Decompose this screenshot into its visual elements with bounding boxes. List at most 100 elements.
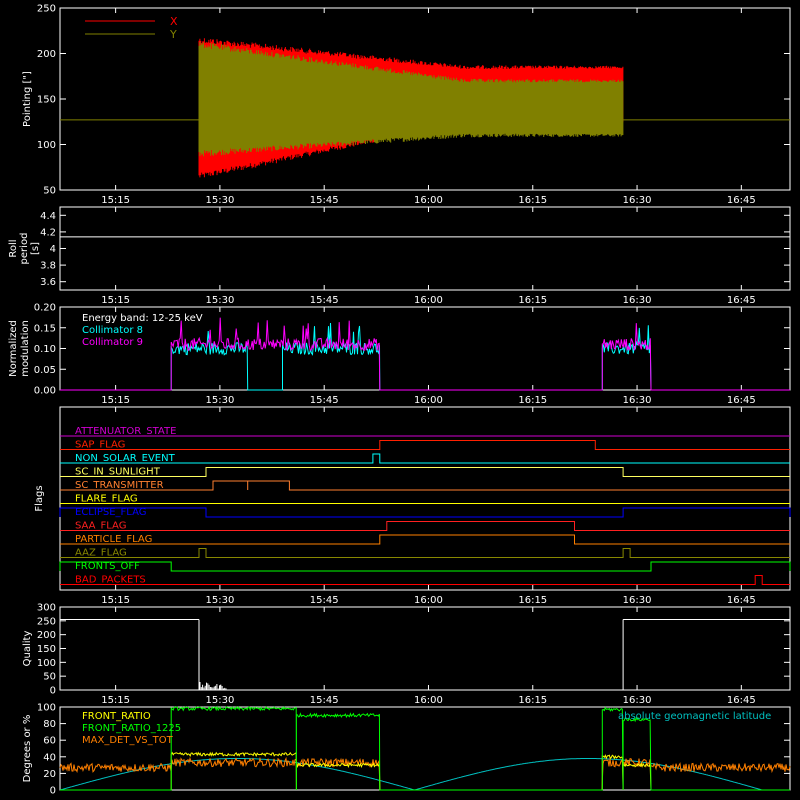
x-tick-label: 15:45 <box>310 595 339 606</box>
panel-frame-4 <box>59 406 791 591</box>
flag-label-aaz_flag: AAZ_FLAG <box>75 548 127 559</box>
flag-label-fronts_off: FRONTS_OFF <box>75 561 140 572</box>
y-tick-label: 4.2 <box>40 227 56 238</box>
flag-line-eclipse_flag <box>59 507 791 518</box>
x-tick-label: 15:15 <box>101 595 130 606</box>
y-tick-label: 100 <box>37 140 56 151</box>
series-line-y <box>198 42 624 157</box>
flag-label-sc_in_sunlight: SC_IN_SUNLIGHT <box>75 467 161 478</box>
flag-line-sap_flag <box>60 440 790 450</box>
flag-label-flare_flag: FLARE_FLAG <box>75 494 138 505</box>
flag-line-saa_flag <box>60 521 790 531</box>
y-axis-label-quality: Quality <box>22 631 33 667</box>
flag-label-attenuator_state: ATTENUATOR_STATE <box>75 426 176 437</box>
y-tick-label: 100 <box>37 703 56 714</box>
flag-line-fronts_off <box>59 561 791 572</box>
quality-line <box>60 619 790 690</box>
x-tick-label: 15:45 <box>310 695 339 706</box>
y-axis-label-modulation-1: Normalized <box>8 320 19 377</box>
legend-label-max-det-vs-tot: MAX_DET_VS_TOT <box>82 735 174 746</box>
y-tick-label: 50 <box>43 672 56 683</box>
flag-label-bad_packets: BAD_PACKETS <box>75 575 146 586</box>
x-tick-label: 15:45 <box>310 295 339 306</box>
y-tick-label: 100 <box>37 658 56 669</box>
y-tick-label: 0.10 <box>34 344 56 355</box>
annotation-energy-band: Energy band: 12-25 keV <box>82 313 203 324</box>
y-tick-label: 150 <box>37 95 56 106</box>
y-tick-label: 300 <box>37 603 56 614</box>
x-tick-label: 16:30 <box>623 295 652 306</box>
y-axis-label-pointing: Pointing ["] <box>22 71 33 127</box>
y-tick-label: 20 <box>43 769 56 780</box>
quality-spikes <box>199 682 227 690</box>
x-tick-label: 16:30 <box>623 595 652 606</box>
legend-label-collimator-8: Collimator 8 <box>82 325 143 336</box>
legend-label-front-ratio-1225: FRONT_RATIO_1225 <box>82 723 181 734</box>
legend-label-geomagnetic-latitude: absolute geomagnetic latitude <box>618 711 771 722</box>
x-tick-label: 16:00 <box>414 295 443 306</box>
x-tick-label: 16:00 <box>414 195 443 206</box>
x-tick-label: 16:45 <box>727 295 756 306</box>
x-tick-label: 15:30 <box>205 295 234 306</box>
y-tick-label: 200 <box>37 630 56 641</box>
flag-line-particle_flag <box>60 534 790 545</box>
y-tick-label: 3.6 <box>40 277 56 288</box>
flag-line-bad_packets <box>60 575 790 585</box>
y-axis-label-roll: Roll <box>8 239 19 257</box>
flag-line-non_solar_event <box>60 453 790 464</box>
flag-label-sc_transmitter: SC_TRANSMITTER <box>75 480 164 491</box>
flag-line-sc_transmitter <box>60 480 790 491</box>
x-tick-label: 16:45 <box>727 595 756 606</box>
series-line-collimator-9 <box>60 317 790 391</box>
y-tick-label: 4.4 <box>40 211 56 222</box>
y-tick-label: 0.20 <box>34 303 56 314</box>
series-line-front-ratio-1225 <box>60 705 790 791</box>
x-tick-label: 16:00 <box>414 595 443 606</box>
x-tick-label: 16:00 <box>414 695 443 706</box>
series-line-max-det-vs-tot <box>59 756 791 791</box>
y-tick-label: 150 <box>37 644 56 655</box>
x-tick-label: 15:30 <box>205 195 234 206</box>
y-tick-label: 0 <box>50 786 56 797</box>
series-line-front-ratio <box>60 751 790 791</box>
x-tick-label: 16:15 <box>518 395 547 406</box>
x-tick-label: 16:15 <box>518 695 547 706</box>
series-line-geomagnetic-latitude <box>59 758 790 791</box>
x-tick-label: 15:15 <box>101 695 130 706</box>
flag-label-particle_flag: PARTICLE_FLAG <box>75 534 152 545</box>
y-tick-label: 250 <box>37 616 56 627</box>
legend-label-x: X <box>170 15 178 28</box>
flag-line-sc_in_sunlight <box>60 467 790 477</box>
y-tick-label: 4 <box>50 244 56 255</box>
y-tick-label: 200 <box>37 49 56 60</box>
x-tick-label: 15:30 <box>205 595 234 606</box>
flag-label-eclipse_flag: ECLIPSE_FLAG <box>75 507 146 518</box>
y-tick-label: 40 <box>43 752 56 763</box>
y-tick-label: 3.8 <box>40 261 56 272</box>
y-axis-label-flags: Flags <box>34 485 45 511</box>
x-tick-label: 15:30 <box>205 695 234 706</box>
x-tick-label: 15:15 <box>101 295 130 306</box>
y-tick-label: 0.15 <box>34 323 56 334</box>
y-axis-label-roll: period <box>19 233 30 265</box>
flag-line-aaz_flag <box>60 548 790 558</box>
flag-label-non_solar_event: NON_SOLAR_EVENT <box>75 453 176 464</box>
x-tick-label: 16:30 <box>623 395 652 406</box>
x-tick-label: 16:45 <box>727 395 756 406</box>
x-tick-label: 16:15 <box>518 295 547 306</box>
legend-label-collimator-9: Collimator 9 <box>82 337 143 348</box>
x-tick-label: 16:00 <box>414 395 443 406</box>
y-axis-label-modulation-2: modulation <box>20 320 31 377</box>
x-tick-label: 16:15 <box>518 195 547 206</box>
y-tick-label: 50 <box>43 186 56 197</box>
y-tick-label: 0.00 <box>34 386 56 397</box>
y-tick-label: 0.05 <box>34 365 56 376</box>
flag-label-sap_flag: SAP_FLAG <box>75 440 125 451</box>
x-tick-label: 15:45 <box>310 395 339 406</box>
x-tick-label: 16:45 <box>727 695 756 706</box>
y-tick-label: 250 <box>37 4 56 15</box>
x-tick-label: 16:30 <box>623 695 652 706</box>
x-tick-label: 16:30 <box>623 195 652 206</box>
x-tick-label: 15:15 <box>101 395 130 406</box>
